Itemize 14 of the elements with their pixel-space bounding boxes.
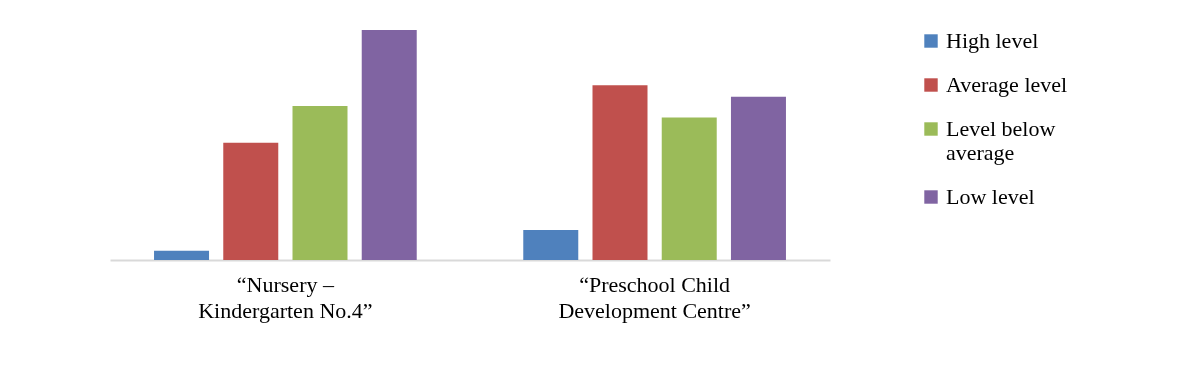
bar <box>730 96 786 260</box>
x-tick-label: “Nursery – Kindergarten No.4” <box>198 271 373 323</box>
bar <box>292 105 348 260</box>
bar <box>592 85 648 260</box>
legend-label: Low level <box>946 184 1035 209</box>
bar <box>523 230 579 260</box>
bar <box>154 250 210 260</box>
legend-label: Level below average <box>946 116 1056 165</box>
bar <box>223 142 279 260</box>
legend-label: High level <box>946 28 1039 53</box>
x-tick-label: “Preschool Child Development Centre” <box>558 271 751 323</box>
bar <box>361 30 417 260</box>
bar <box>661 117 717 260</box>
legend-label: Average level <box>946 72 1068 97</box>
